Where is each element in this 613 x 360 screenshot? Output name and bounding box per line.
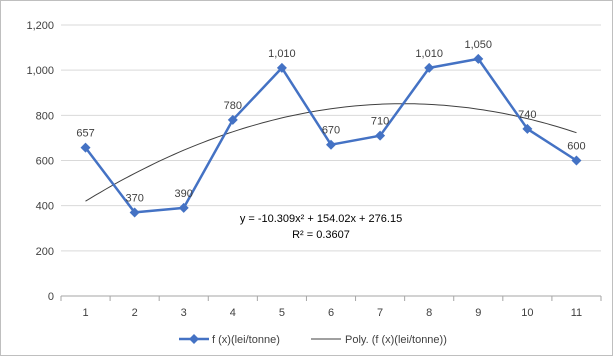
legend-series-marker	[189, 334, 199, 344]
y-tick-label: 1,000	[26, 65, 54, 77]
data-label: 600	[567, 141, 585, 153]
x-tick-label: 9	[475, 307, 481, 319]
data-point-marker	[473, 53, 484, 64]
data-label: 780	[224, 100, 242, 112]
data-label: 1,010	[268, 48, 296, 60]
data-label: 1,050	[465, 39, 493, 51]
data-point-marker	[375, 130, 386, 141]
data-point-marker	[276, 62, 287, 73]
axes: 0 200 400 600 800 1,000 1,200 1 2 3 4 5 6 7 8 9 10 11	[26, 20, 602, 319]
x-tick-label: 3	[181, 307, 187, 319]
trendline-curve	[85, 103, 577, 202]
trendline-equation: y = -10.309x² + 154.02x + 276.15 R² = 0.…	[240, 213, 402, 241]
legend: f (x)(lei/tonne) Poly. (f (x)(lei/tonne)…	[179, 334, 447, 346]
data-labels: 657 370 390 780 1,010 670 710 1,010 1,050 740 600	[76, 39, 585, 205]
data-point-marker	[522, 123, 533, 134]
y-tick-label: 800	[36, 110, 54, 122]
equation-text: y = -10.309x² + 154.02x + 276.15	[240, 213, 402, 225]
gridlines	[61, 24, 601, 252]
x-tick-label: 5	[279, 307, 285, 319]
legend-trend-label: Poly. (f (x)(lei/tonne))	[345, 334, 447, 346]
data-label: 370	[125, 192, 143, 204]
y-tick-label: 0	[48, 291, 54, 303]
trendline	[85, 103, 577, 202]
data-point-marker	[227, 114, 238, 125]
x-tick-label: 1	[82, 307, 88, 319]
x-tick-label: 4	[230, 307, 236, 319]
y-tick-label: 200	[36, 246, 54, 258]
data-point-marker	[326, 139, 336, 150]
data-label: 670	[322, 125, 340, 137]
data-point-marker	[178, 202, 189, 213]
x-tick-label: 8	[426, 307, 432, 319]
data-point-marker	[571, 155, 582, 166]
y-tick-label: 1,200	[26, 20, 54, 32]
data-label: 1,010	[415, 48, 443, 60]
x-tick-label: 2	[132, 307, 138, 319]
data-label: 710	[371, 116, 389, 128]
x-tick-label: 10	[521, 307, 533, 319]
series	[80, 53, 582, 218]
x-tick-label: 11	[571, 307, 582, 319]
r-squared-text: R² = 0.3607	[292, 229, 350, 241]
data-label: 657	[76, 128, 94, 140]
x-tick-label: 6	[328, 307, 334, 319]
legend-series-label: f (x)(lei/tonne)	[212, 334, 280, 346]
data-point-marker	[424, 62, 435, 73]
data-point-marker	[80, 142, 91, 153]
data-point-marker	[129, 207, 140, 218]
x-tick-label: 7	[377, 307, 383, 319]
y-tick-label: 400	[36, 201, 54, 213]
data-label: 740	[518, 109, 536, 121]
y-tick-label: 600	[36, 156, 54, 168]
data-label: 390	[175, 188, 193, 200]
